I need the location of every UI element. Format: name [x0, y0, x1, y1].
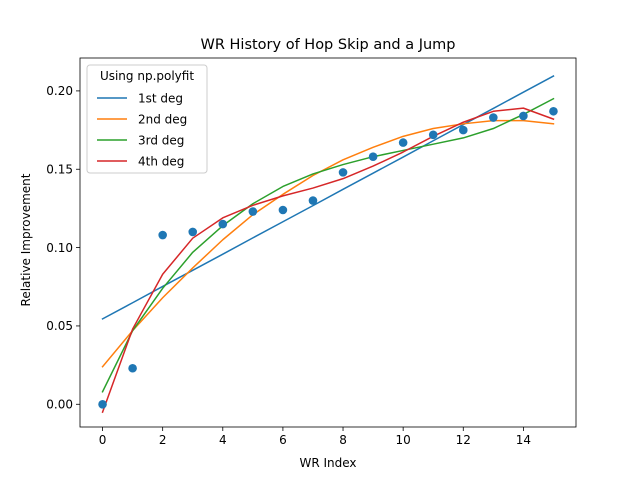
legend: Using np.polyfit 1st deg 2nd deg 3rd deg 4th…	[86, 64, 208, 174]
y-tick-label: 0.05	[46, 319, 73, 333]
data-point	[489, 113, 498, 122]
data-point	[338, 168, 348, 177]
data-point	[158, 230, 167, 240]
legend-entry-label: 2nd deg	[138, 112, 187, 126]
x-tick-label: 10	[396, 433, 411, 447]
x-tick-label: 2	[159, 433, 167, 447]
chart-title: WR History of Hop Skip and a Jump	[200, 37, 455, 53]
data-point	[398, 138, 408, 147]
series-line-4th-deg	[101, 107, 555, 414]
y-axis: 0.00 0.05 0.10 0.15 0.20	[46, 84, 80, 412]
data-points	[98, 106, 558, 409]
x-axis: 0 2 4 6 8 10 12 14	[99, 427, 531, 447]
legend-box	[86, 64, 208, 174]
y-tick-label: 0.15	[46, 163, 73, 177]
data-point	[188, 227, 198, 237]
x-tick-label: 0	[99, 433, 107, 447]
data-point	[549, 106, 558, 116]
x-tick-label: 8	[339, 433, 347, 447]
data-point	[218, 219, 228, 229]
x-axis-title: WR Index	[299, 456, 356, 470]
legend-entry-label: 1st deg	[138, 91, 183, 105]
x-tick-label: 12	[456, 433, 471, 447]
x-tick-label: 6	[279, 433, 287, 447]
axes-frame	[79, 57, 577, 428]
data-point	[458, 125, 468, 135]
data-point	[248, 207, 258, 216]
data-point	[278, 205, 288, 215]
y-tick-label: 0.20	[46, 84, 73, 98]
legend-entry-label: 4th deg	[138, 154, 184, 168]
data-point	[428, 130, 438, 140]
data-point	[98, 399, 107, 409]
legend-title: Using np.polyfit	[100, 69, 194, 83]
x-tick-label: 14	[516, 433, 531, 447]
y-tick-label: 0.10	[46, 241, 73, 255]
data-point	[308, 196, 318, 205]
plot-frame	[79, 57, 577, 428]
y-tick-label: 0.00	[46, 398, 73, 412]
data-point	[519, 111, 528, 121]
series-line-2nd-deg	[101, 119, 555, 368]
legend-entry-label: 3rd deg	[138, 133, 184, 147]
series-line-3rd-deg	[101, 97, 555, 393]
data-point	[368, 152, 378, 162]
data-point	[128, 363, 137, 373]
y-axis-title: Relative Improvement	[19, 173, 33, 306]
series-lines	[101, 75, 555, 414]
x-tick-label: 4	[219, 433, 227, 447]
